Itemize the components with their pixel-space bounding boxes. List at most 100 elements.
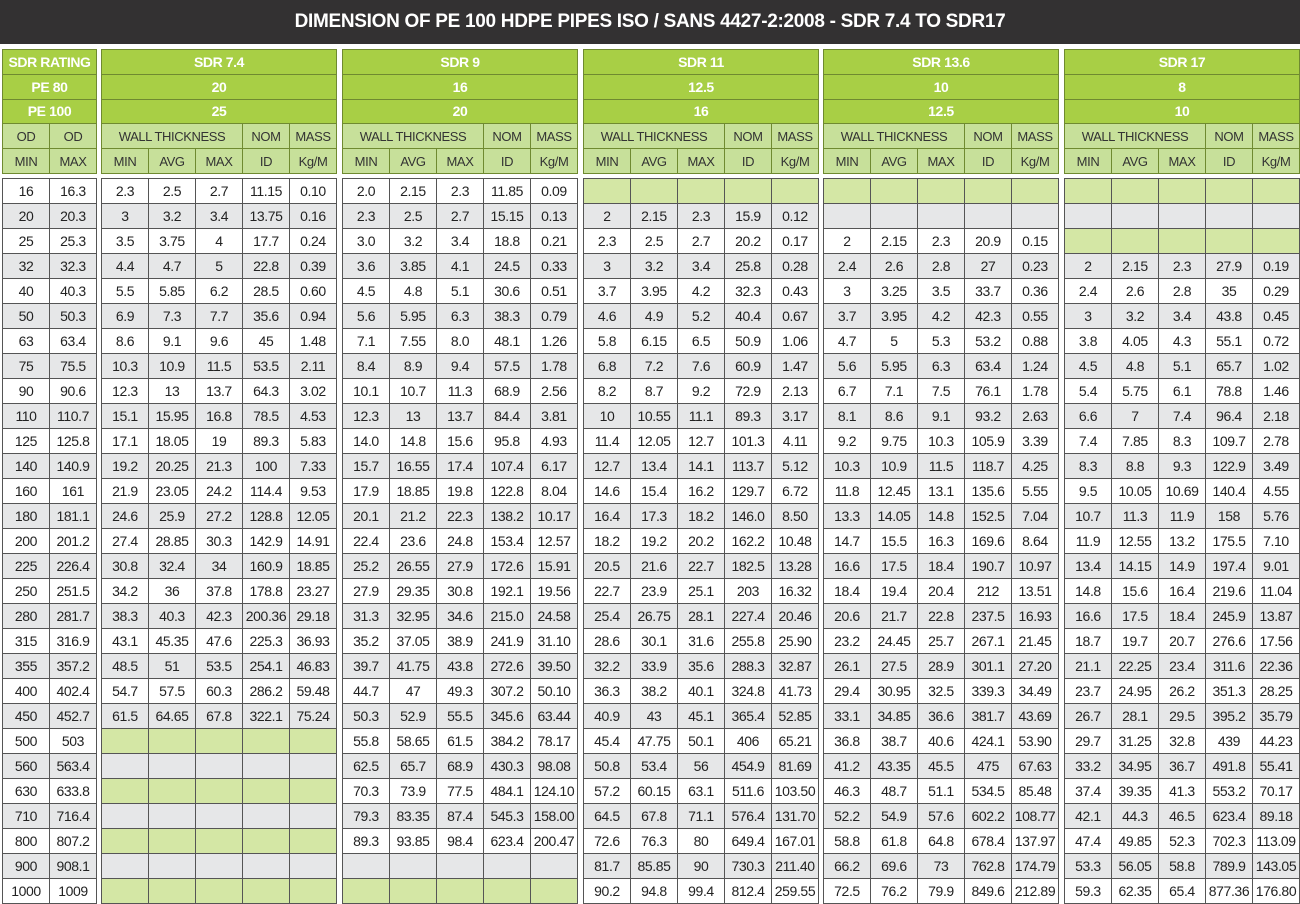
wall-min-cell: 10.3 [101, 353, 149, 379]
empty-cell [148, 803, 196, 829]
od-max-cell: 20.3 [49, 203, 97, 229]
wall-avg-cell: 48.7 [870, 778, 918, 804]
mass-cell: 3.81 [530, 403, 578, 429]
wall-avg-cell: 10.55 [630, 403, 678, 429]
wall-avg-cell: 16.55 [389, 453, 437, 479]
nom-id-cell: 439 [1205, 728, 1253, 754]
wall-min-cell: 23.2 [823, 628, 871, 654]
table-row: 19.2 20.25 21.3 100 7.33 [101, 453, 337, 479]
table-row: 13.4 14.15 14.9 197.4 9.01 [1064, 553, 1300, 579]
min-label: MIN [583, 148, 631, 174]
wall-max-cell: 64.8 [917, 828, 965, 854]
mass-cell: 1.26 [530, 328, 578, 354]
table-row: 14.0 14.8 15.6 95.8 4.93 [342, 428, 578, 454]
header-row: WALL THICKNESS NOM MASS [342, 123, 578, 150]
wall-avg-cell: 76.2 [870, 878, 918, 904]
nom-id-cell: 160.9 [242, 553, 290, 579]
empty-cell [242, 853, 290, 879]
od-max-cell: 1009 [49, 878, 97, 904]
empty-cell [1111, 203, 1159, 229]
table-row: 10.1 10.7 11.3 68.9 2.56 [342, 378, 578, 404]
mass-cell: 4.55 [1252, 478, 1300, 504]
nom-id-cell: 122.9 [1205, 453, 1253, 479]
mass-cell: 5.55 [1011, 478, 1059, 504]
wall-avg-cell: 8.9 [389, 353, 437, 379]
table-row: 180 181.1 [2, 503, 97, 529]
od-max-cell: 63.4 [49, 328, 97, 354]
table-row: 6.8 7.2 7.6 60.9 1.47 [583, 353, 819, 379]
mass-cell: 10.48 [771, 528, 819, 554]
pe100-label: PE 100 [2, 98, 97, 125]
wall-max-cell: 34 [195, 553, 243, 579]
table-row: 900 908.1 [2, 853, 97, 879]
mass-cell: 32.87 [771, 653, 819, 679]
wall-max-cell: 3.4 [195, 203, 243, 229]
table-row: 33.2 34.95 36.7 491.8 55.41 [1064, 753, 1300, 779]
wall-min-cell: 35.2 [342, 628, 390, 654]
mass-cell: 29.18 [289, 603, 337, 629]
wall-max-cell: 20.4 [917, 578, 965, 604]
wall-min-cell: 33.2 [1064, 753, 1112, 779]
wall-min-cell: 4.6 [583, 303, 631, 329]
table-row: 2 2.15 2.3 20.9 0.15 [823, 228, 1059, 254]
od-header: SDR RATING PE 80 PE 100 OD OD MIN MAX [2, 49, 97, 174]
wall-avg-cell: 8.8 [1111, 453, 1159, 479]
nom-id-cell: 30.6 [483, 278, 531, 304]
wall-min-cell: 3.7 [823, 303, 871, 329]
table-row: 14.6 15.4 16.2 129.7 6.72 [583, 478, 819, 504]
empty-cell [1158, 203, 1206, 229]
avg-label: AVG [870, 148, 918, 174]
wall-max-cell: 60.3 [195, 678, 243, 704]
table-row: 8.1 8.6 9.1 93.2 2.63 [823, 403, 1059, 429]
wall-avg-cell: 3.95 [870, 303, 918, 329]
wall-max-cell: 40.1 [677, 678, 725, 704]
wall-max-cell: 6.3 [917, 353, 965, 379]
wall-avg-cell: 3.2 [148, 203, 196, 229]
table-row: 6.6 7 7.4 96.4 2.18 [1064, 403, 1300, 429]
empty-cell [1158, 178, 1206, 204]
wall-min-cell: 44.7 [342, 678, 390, 704]
table-row: 17.1 18.05 19 89.3 5.83 [101, 428, 337, 454]
empty-cell [289, 753, 337, 779]
wall-avg-cell: 85.85 [630, 853, 678, 879]
wall-max-cell: 9.4 [436, 353, 484, 379]
wall-max-cell: 18.2 [677, 503, 725, 529]
mass-cell: 12.05 [289, 503, 337, 529]
wall-min-cell: 66.2 [823, 853, 871, 879]
mass-cell: 167.01 [771, 828, 819, 854]
header-row: SDR RATING [2, 49, 97, 75]
wall-min-cell: 2.4 [1064, 278, 1112, 304]
wall-min-cell: 7.4 [1064, 428, 1112, 454]
nom-id-cell: 702.3 [1205, 828, 1253, 854]
table-row: 57.2 60.15 63.1 511.6 103.50 [583, 778, 819, 804]
wall-min-cell: 13.3 [823, 503, 871, 529]
mass-cell: 81.69 [771, 753, 819, 779]
wall-min-cell: 8.3 [1064, 453, 1112, 479]
empty-cell [483, 853, 531, 879]
od-max-cell: 563.4 [49, 753, 97, 779]
wall-avg-cell: 49.85 [1111, 828, 1159, 854]
wall-max-cell: 30.8 [436, 578, 484, 604]
wall-avg-cell: 7.55 [389, 328, 437, 354]
unit-label: Kg/M [289, 148, 337, 174]
mass-cell: 1.78 [1011, 378, 1059, 404]
mass-cell: 46.83 [289, 653, 337, 679]
wall-max-cell: 2.8 [1158, 278, 1206, 304]
od-min-cell: 630 [2, 778, 50, 804]
wall-max-cell: 6.1 [1158, 378, 1206, 404]
nom-id-cell: 64.3 [242, 378, 290, 404]
nom-id-cell: 113.7 [724, 453, 772, 479]
mass-cell: 0.16 [289, 203, 337, 229]
wall-avg-cell: 19.4 [870, 578, 918, 604]
table-row: 40 40.3 [2, 278, 97, 304]
wall-max-cell: 9.3 [1158, 453, 1206, 479]
id-label: ID [964, 148, 1012, 174]
empty-cell [771, 178, 819, 204]
wall-max-cell: 22.8 [917, 603, 965, 629]
mass-cell: 0.09 [530, 178, 578, 204]
wall-max-cell: 3.4 [436, 228, 484, 254]
mass-cell: 6.72 [771, 478, 819, 504]
table-row: 400 402.4 [2, 678, 97, 704]
wall-max-cell: 10.3 [917, 428, 965, 454]
empty-cell [342, 878, 390, 904]
